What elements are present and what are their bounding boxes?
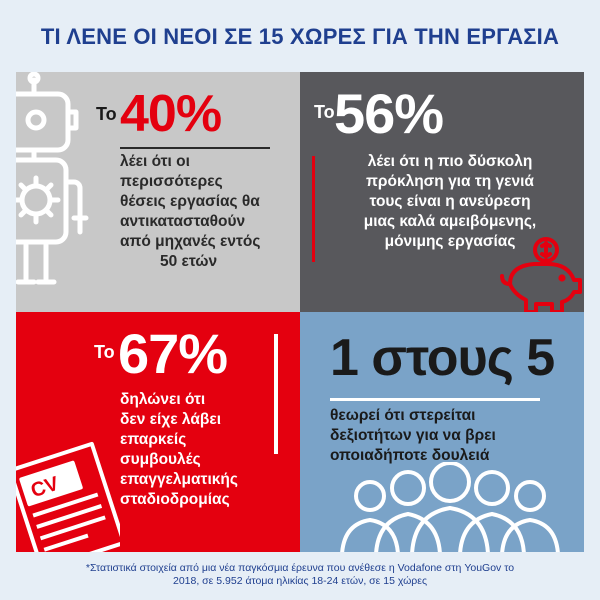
piggy-bank-icon [500, 237, 582, 312]
desc-line: επαγγελματικής [120, 471, 238, 488]
stat-value-56: 56% [334, 82, 444, 145]
robot-icon [16, 72, 89, 285]
stat-panel-56: Το 56% λέει ότι η πιο δύσκολη πρόκληση γ… [300, 72, 584, 312]
accent-bar [274, 334, 278, 454]
page-title: ΤΙ ΛΕΝΕ ΟΙ ΝΕΟΙ ΣΕ 15 ΧΩΡΕΣ ΓΙΑ ΤΗΝ ΕΡΓΑ… [40, 24, 560, 49]
desc-line: θέσεις εργασίας θα [120, 193, 260, 210]
stat-description: δηλώνει ότι δεν είχε λάβει επαρκείς συμβ… [120, 390, 290, 510]
desc-line: περισσότερες [120, 173, 223, 190]
stat-description: λέει ότι η πιο δύσκολη πρόκληση για τη γ… [320, 152, 580, 252]
desc-line: πρόκληση για τη γενιά [366, 173, 534, 190]
divider [120, 147, 270, 149]
footnote-line: 2018, σε 5.952 άτομα ηλικίας 18-24 ετών,… [172, 575, 427, 587]
stat-value-40: 40% [120, 85, 222, 143]
stat-panel-1-in-5: 1 στους 5 θεωρεί ότι στερείται δεξιοτήτω… [300, 312, 584, 552]
accent-bar [312, 156, 315, 262]
desc-line: επαρκείς [120, 431, 187, 448]
desc-line: 50 ετών [160, 253, 218, 270]
desc-line: δεν είχε λάβει [120, 411, 222, 428]
stat-panel-40: Το 40% λέει ότι οι περισσότερες θέσεις ε… [16, 72, 300, 312]
desc-line: οποιαδήποτε δουλειά [330, 447, 490, 464]
stat-value-67: 67% [118, 322, 228, 385]
stat-prefix: Το [94, 342, 115, 362]
stat-panel-67: Το 67% δηλώνει ότι δεν είχε λάβει επαρκε… [16, 312, 300, 552]
cv-document-icon: CV [16, 441, 120, 552]
desc-line: μιας καλά αμειβόμενης, [363, 213, 537, 230]
desc-line: τους είναι η ανεύρεση [369, 193, 531, 210]
desc-line: μόνιμης εργασίας [384, 233, 516, 250]
divider [330, 398, 540, 401]
stat-prefix: Το [314, 102, 335, 122]
stat-description: θεωρεί ότι στερείται δεξιοτήτων για να β… [330, 406, 580, 466]
desc-line: λέει ότι οι [120, 153, 190, 170]
desc-line: δεξιοτήτων για να βρει [330, 427, 496, 444]
stat-prefix: Το [96, 104, 117, 124]
desc-line: συμβουλές [120, 451, 201, 468]
desc-line: σταδιοδρομίας [120, 491, 230, 508]
desc-line: θεωρεί ότι στερείται [330, 407, 476, 424]
desc-line: από μηχανές εντός [120, 233, 261, 250]
desc-line: αντικατασταθούν [120, 213, 246, 230]
stat-description: λέει ότι οι περισσότερες θέσεις εργασίας… [120, 152, 295, 272]
people-group-icon [340, 462, 560, 552]
desc-line: δηλώνει ότι [120, 391, 206, 408]
stat-value-1-in-5: 1 στους 5 [330, 329, 555, 387]
footnote-line: *Στατιστικά στοιχεία από μια νέα παγκόσμ… [85, 562, 515, 574]
desc-line: λέει ότι η πιο δύσκολη [367, 153, 533, 170]
footnote: *Στατιστικά στοιχεία από μια νέα παγκόσμ… [20, 562, 580, 588]
